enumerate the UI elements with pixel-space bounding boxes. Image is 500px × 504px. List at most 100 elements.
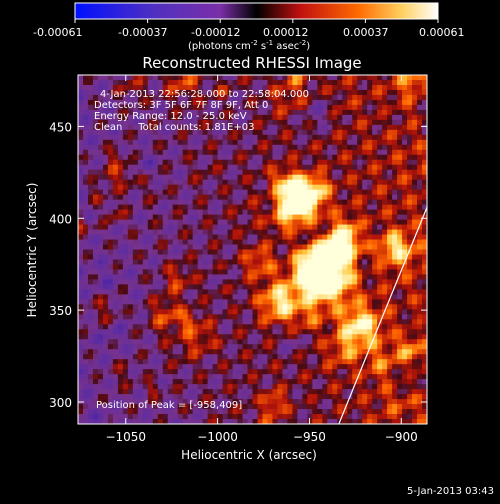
heatmap-cell: [307, 419, 313, 424]
heatmap-cell: [162, 339, 169, 345]
heatmap-cell: [377, 349, 383, 355]
heatmap-cell: [157, 104, 164, 111]
heatmap-cell: [357, 219, 363, 226]
heatmap-cell: [177, 399, 184, 405]
heatmap-cell: [177, 84, 184, 91]
heatmap-cell: [162, 209, 169, 216]
heatmap-cell: [412, 75, 418, 81]
heatmap-cell: [307, 214, 313, 221]
heatmap-cell: [352, 99, 358, 106]
heatmap-cell: [342, 119, 348, 126]
heatmap-cell: [292, 114, 298, 121]
heatmap-cell: [257, 164, 264, 171]
heatmap-cell: [127, 254, 134, 261]
heatmap-cell: [372, 209, 378, 216]
heatmap-cell: [262, 354, 269, 360]
heatmap-cell: [112, 419, 119, 424]
heatmap-cell: [312, 164, 318, 171]
heatmap-cell: [117, 129, 124, 136]
heatmap-cell: [327, 404, 333, 410]
heatmap-cell: [117, 329, 124, 335]
heatmap-cell: [237, 279, 244, 285]
heatmap-cell: [252, 354, 259, 360]
heatmap-cell: [192, 84, 199, 91]
heatmap-cell: [222, 404, 229, 410]
heatmap-cell: [297, 339, 303, 345]
heatmap-cell: [372, 149, 378, 156]
heatmap-cell: [352, 239, 358, 246]
heatmap-cell: [392, 379, 398, 385]
heatmap-cell: [97, 349, 104, 355]
heatmap-cell: [102, 154, 109, 161]
heatmap-cell: [132, 329, 139, 335]
heatmap-cell: [377, 344, 383, 350]
heatmap-cell: [287, 134, 293, 141]
heatmap-cell: [412, 79, 418, 86]
heatmap-cell: [422, 109, 427, 116]
heatmap-cell: [207, 219, 214, 226]
heatmap-cell: [282, 79, 288, 86]
heatmap-cell: [242, 334, 249, 340]
heatmap-cell: [122, 379, 129, 385]
heatmap-cell: [92, 89, 99, 96]
heatmap-cell: [422, 284, 427, 290]
heatmap-cell: [327, 244, 333, 251]
heatmap-cell: [142, 129, 149, 136]
heatmap-cell: [117, 244, 124, 251]
heatmap-cell: [207, 269, 214, 276]
heatmap-cell: [227, 164, 234, 171]
heatmap-cell: [187, 314, 194, 320]
heatmap-cell: [78, 194, 84, 201]
heatmap-cell: [317, 394, 323, 400]
heatmap-cell: [137, 169, 144, 176]
heatmap-cell: [272, 284, 279, 290]
heatmap-cell: [307, 394, 313, 400]
heatmap-cell: [297, 409, 303, 415]
heatmap-cell: [102, 294, 109, 300]
heatmap-cell: [157, 319, 164, 325]
heatmap-cell: [372, 364, 378, 370]
heatmap-cell: [382, 209, 388, 216]
heatmap-cell: [82, 244, 89, 251]
heatmap-cell: [227, 89, 234, 96]
heatmap-cell: [312, 379, 318, 385]
heatmap-cell: [142, 279, 149, 285]
heatmap-cell: [382, 119, 388, 126]
heatmap-cell: [332, 284, 338, 290]
heatmap-cell: [377, 124, 383, 131]
heatmap-cell: [167, 104, 174, 111]
heatmap-cell: [332, 379, 338, 385]
y-tick-label: 400: [49, 212, 72, 226]
heatmap-cell: [247, 299, 254, 305]
heatmap-cell: [412, 389, 418, 395]
heatmap-cell: [337, 309, 343, 315]
heatmap-cell: [187, 279, 194, 285]
heatmap-cell: [242, 309, 249, 315]
heatmap-cell: [357, 84, 363, 91]
heatmap-cell: [302, 129, 308, 136]
heatmap-cell: [302, 229, 308, 236]
heatmap-cell: [317, 279, 323, 285]
heatmap-cell: [242, 404, 249, 410]
heatmap-cell: [282, 324, 288, 330]
heatmap-cell: [257, 99, 264, 106]
heatmap-cell: [337, 129, 343, 136]
heatmap-cell: [267, 209, 274, 216]
heatmap-cell: [302, 309, 308, 315]
heatmap-cell: [217, 89, 224, 96]
heatmap-cell: [332, 75, 338, 81]
heatmap-cell: [402, 174, 408, 181]
heatmap-cell: [292, 94, 298, 101]
heatmap-cell: [257, 304, 264, 310]
heatmap-cell: [192, 214, 199, 221]
heatmap-cell: [407, 184, 413, 191]
heatmap-cell: [312, 224, 318, 231]
heatmap-cell: [122, 249, 129, 256]
heatmap-cell: [127, 369, 134, 375]
heatmap-cell: [352, 164, 358, 171]
heatmap-cell: [202, 349, 209, 355]
heatmap-cell: [282, 84, 288, 91]
heatmap-cell: [332, 159, 338, 166]
heatmap-cell: [132, 199, 139, 206]
heatmap-cell: [172, 269, 179, 276]
